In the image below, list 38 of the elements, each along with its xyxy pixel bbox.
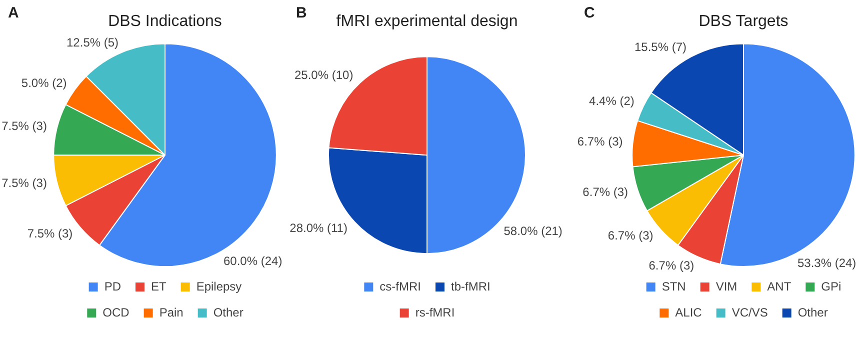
data-label: 53.3% (24) [797,256,856,270]
chart-title: DBS Targets [698,13,788,30]
legend-label: cs-fMRI [380,279,421,294]
data-label: 4.4% (2) [589,94,634,108]
data-label: 7.5% (3) [2,119,47,134]
data-label: 25.0% (10) [294,68,354,82]
data-label: 6.7% (3) [608,228,654,243]
legend-label: PD [104,279,122,294]
data-label: 6.7% (3) [577,134,623,149]
legend-label: rs-fMRI [415,305,455,320]
data-label: 7.5% (3) [2,176,47,190]
legend-label: Pain [159,305,184,320]
legend-label: OCD [102,305,130,320]
legend-label: GPi [821,279,842,294]
data-label: 6.7% (3) [582,184,628,199]
data-label: 6.7% (3) [648,258,694,272]
legend-label: STN [662,279,686,294]
text: A [8,4,19,22]
chart-title: DBS Indications [108,13,222,30]
text: B [296,4,307,22]
data-label: 15.5% (7) [634,40,687,54]
text: C [584,4,595,22]
legend-label: VIM [716,279,738,294]
legend-label: tb-fMRI [450,279,490,294]
legend-label: VC/VS [732,305,768,320]
data-label: 12.5% (5) [66,35,119,50]
chart-title: fMRI experimental design [336,13,518,30]
legend-label: Other [213,305,244,320]
legend-label: Epilepsy [196,279,242,294]
data-label: 60.0% (24) [223,254,282,268]
data-label: 5.0% (2) [21,76,67,90]
legend-label: Other [798,305,828,320]
legend-label: ET [150,279,167,294]
data-label: 28.0% (11) [290,221,348,236]
legend-label: ALIC [675,305,702,320]
legend-label: ANT [767,279,792,294]
data-label: 7.5% (3) [27,226,73,240]
data-label: 58.0% (21) [504,224,562,238]
